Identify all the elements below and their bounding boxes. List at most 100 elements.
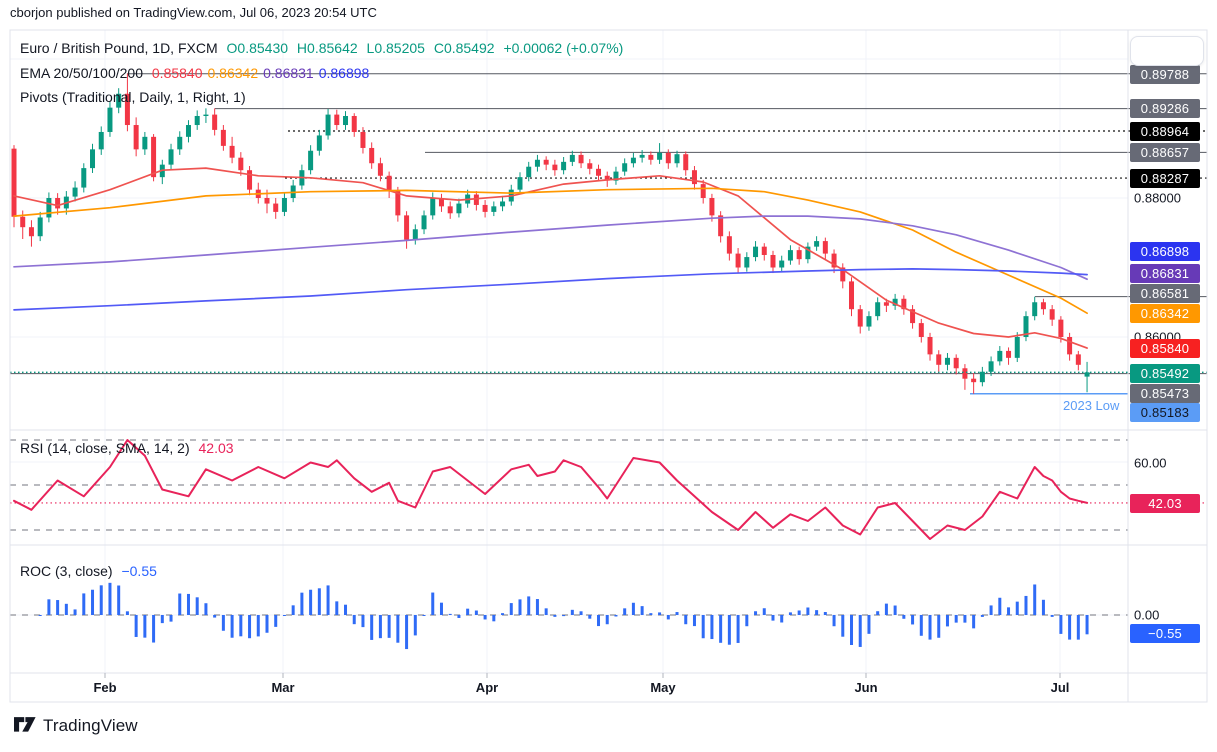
price-axis-label: 0.88964 xyxy=(1130,121,1200,141)
candle-body xyxy=(901,298,907,310)
price-axis-label: 0.85492 xyxy=(1130,363,1200,383)
roc-bar xyxy=(780,615,784,623)
candle-body xyxy=(910,309,916,324)
candle-body xyxy=(438,198,444,207)
ema-legend-row[interactable]: EMA 20/50/100/200 0.85840 0.86342 0.86831 0… xyxy=(20,65,379,81)
roc-bar xyxy=(710,615,714,640)
price-axis-tick: 0.00 xyxy=(1134,607,1160,623)
candle-body xyxy=(325,114,331,136)
candle-body xyxy=(72,187,78,197)
roc-bar xyxy=(309,589,313,615)
price-axis-label: 0.86581 xyxy=(1130,283,1200,303)
roc-bar xyxy=(745,615,749,627)
candle-body xyxy=(866,316,872,327)
price-axis-tick: 0.88000 xyxy=(1134,190,1181,206)
roc-bar xyxy=(256,615,260,637)
candle-body xyxy=(814,241,820,247)
roc-bar xyxy=(954,615,958,623)
price-axis-label: 0.86342 xyxy=(1130,303,1200,323)
candle-body xyxy=(691,170,697,185)
candle-body xyxy=(718,215,724,237)
roc-bar xyxy=(998,597,1002,615)
candle-body xyxy=(124,93,130,126)
candle-body xyxy=(840,267,846,282)
candle-body xyxy=(927,337,933,355)
candle-body xyxy=(787,250,793,261)
roc-bar xyxy=(788,612,792,615)
ema-label: EMA 20/50/100/200 xyxy=(20,65,143,81)
roc-bar xyxy=(117,585,121,615)
candle-body xyxy=(735,253,741,268)
pivots-legend-row[interactable]: Pivots (Traditional, Daily, 1, Right, 1) xyxy=(20,89,251,105)
rsi-legend-row[interactable]: RSI (14, close, SMA, 14, 2) 42.03 xyxy=(20,440,239,456)
roc-bar xyxy=(396,615,400,643)
roc-bar xyxy=(815,610,819,615)
high-value: H0.85642 xyxy=(296,40,358,56)
roc-bar xyxy=(213,615,217,618)
roc-bar xyxy=(797,610,801,615)
roc-bar xyxy=(832,615,836,627)
candle-body xyxy=(849,281,855,310)
roc-bar xyxy=(1024,595,1028,615)
price-axis-label: 0.89286 xyxy=(1130,98,1200,118)
candle-body xyxy=(665,152,671,164)
candle-body xyxy=(107,107,113,132)
symbol-legend-row[interactable]: Euro / British Pound, 1D, FXCM O0.85430 … xyxy=(20,40,628,56)
candle-body xyxy=(596,168,602,176)
ema-value: 0.85840 xyxy=(151,65,203,81)
candle-body xyxy=(709,198,715,216)
roc-bar xyxy=(300,592,304,615)
roc-bar xyxy=(422,615,426,616)
roc-bar xyxy=(474,610,478,615)
roc-bar xyxy=(99,585,103,615)
roc-bar xyxy=(82,593,86,615)
candle-body xyxy=(1040,302,1046,310)
candle-body xyxy=(212,114,218,130)
candle-body xyxy=(831,253,837,268)
roc-bar xyxy=(623,608,627,615)
roc-bar xyxy=(980,615,984,617)
time-axis-month-label: Jul xyxy=(1050,680,1070,695)
candle-body xyxy=(770,254,776,268)
roc-bar xyxy=(405,615,409,650)
roc-bar xyxy=(1059,615,1063,634)
ema-value: 0.86898 xyxy=(318,65,370,81)
candle-body xyxy=(936,354,942,365)
candle-body xyxy=(726,236,732,254)
candle-body xyxy=(142,136,148,150)
roc-bars xyxy=(38,582,1089,650)
roc-bar xyxy=(152,615,156,643)
roc-legend-row[interactable]: ROC (3, close) −0.55 xyxy=(20,563,162,579)
candle-body xyxy=(1075,354,1081,365)
candle-body xyxy=(918,323,924,337)
roc-bar xyxy=(692,615,696,627)
roc-bar xyxy=(501,613,505,615)
price-axis-label: 0.89788 xyxy=(1130,64,1200,84)
roc-bar xyxy=(631,602,635,615)
candle-body xyxy=(517,177,523,190)
roc-bar xyxy=(553,615,557,617)
candle-body xyxy=(386,175,392,192)
roc-bar xyxy=(239,615,243,637)
roc-bar xyxy=(806,607,810,615)
roc-bar xyxy=(893,605,897,615)
roc-bar xyxy=(73,609,77,615)
candle-body xyxy=(883,302,889,306)
roc-bar xyxy=(282,615,286,616)
candle-body xyxy=(46,198,52,218)
roc-bar xyxy=(649,613,653,615)
candle-body xyxy=(857,309,863,327)
roc-bar xyxy=(579,611,583,615)
ema-values: 0.85840 0.86342 0.86831 0.86898 xyxy=(152,65,374,81)
candle-body xyxy=(587,163,593,169)
roc-bar xyxy=(841,615,845,637)
candle-body xyxy=(412,229,418,240)
roc-bar xyxy=(1085,615,1089,635)
roc-bar xyxy=(457,615,461,618)
candle-body xyxy=(971,378,977,383)
candle-body xyxy=(456,203,462,214)
tradingview-attribution[interactable]: TradingView xyxy=(14,716,138,736)
time-axis-month-label: May xyxy=(650,680,676,695)
